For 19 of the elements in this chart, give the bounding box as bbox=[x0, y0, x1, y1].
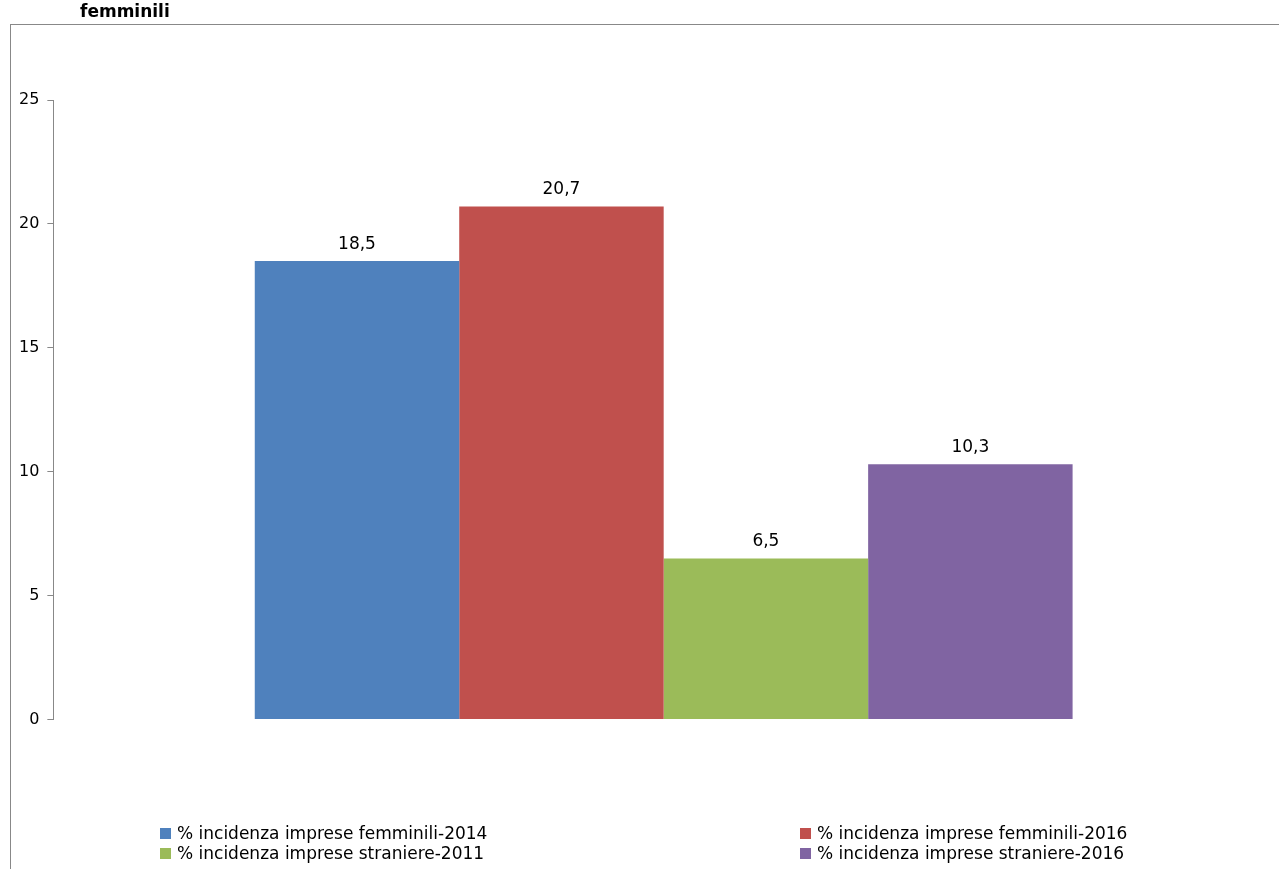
legend-label: % incidenza imprese femminili-2016 bbox=[817, 823, 1128, 843]
y-tick-label: 20 bbox=[19, 213, 40, 233]
bar bbox=[868, 464, 1073, 720]
legend-label: % incidenza imprese straniere-2016 bbox=[817, 843, 1125, 863]
legend-label: % incidenza imprese femminili-2014 bbox=[177, 823, 488, 843]
data-label: 6,5 bbox=[752, 530, 780, 551]
chart-title: femminili bbox=[80, 1, 170, 21]
bar bbox=[459, 206, 664, 720]
y-tick-label: 25 bbox=[19, 89, 40, 109]
y-tick-label: 15 bbox=[19, 337, 40, 356]
data-label: 20,7 bbox=[542, 178, 581, 199]
data-label: 18,5 bbox=[338, 233, 376, 254]
data-label: 10,3 bbox=[951, 436, 990, 457]
y-tick-label: 0 bbox=[29, 708, 40, 728]
y-tick-label: 10 bbox=[19, 460, 40, 480]
bar bbox=[663, 558, 869, 720]
bar bbox=[254, 261, 460, 720]
y-tick-label: 5 bbox=[29, 584, 40, 604]
legend-label: % incidenza imprese straniere-2011 bbox=[177, 843, 485, 863]
